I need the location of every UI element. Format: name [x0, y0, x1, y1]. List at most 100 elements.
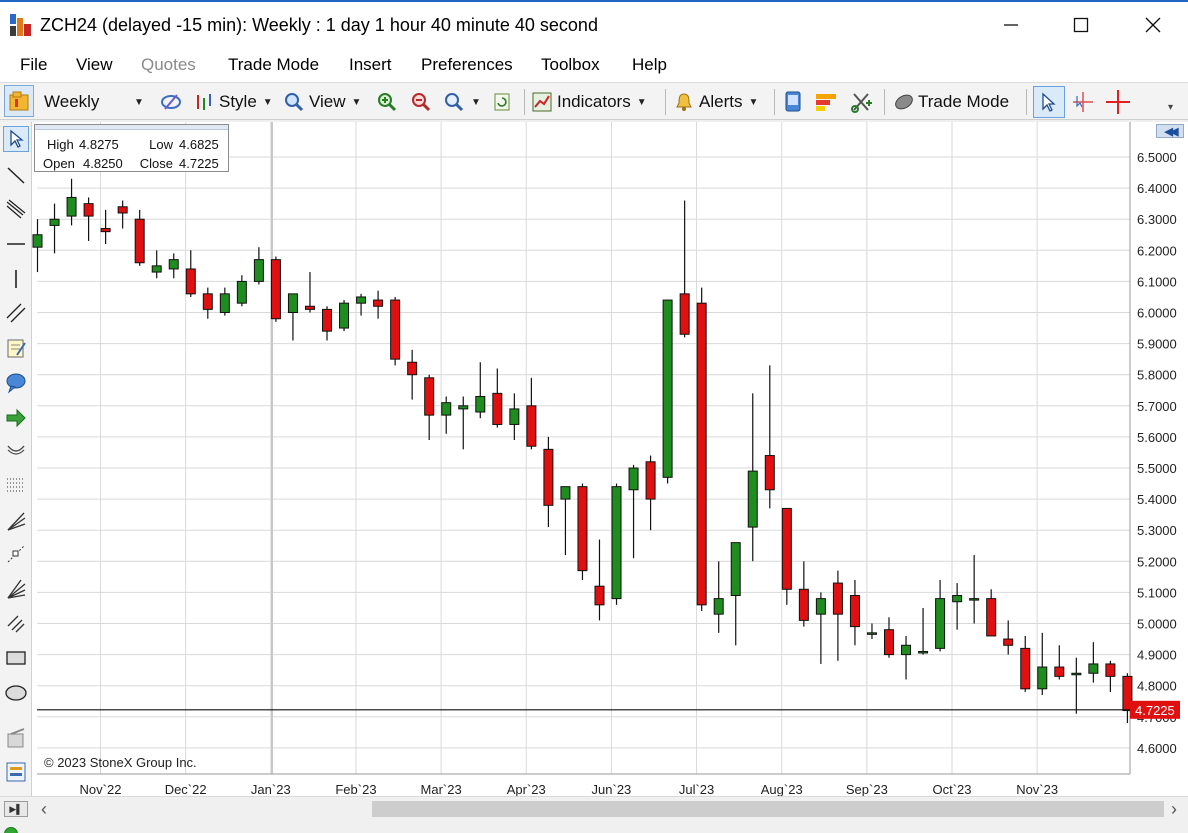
chevron-down-icon: ▼ — [262, 96, 273, 108]
candle-body — [1122, 675, 1133, 712]
arrow-right-icon — [6, 408, 26, 428]
candle-body — [798, 588, 809, 621]
crosshair-cursor-button[interactable] — [1071, 87, 1097, 117]
refresh-button[interactable] — [492, 87, 516, 117]
high-label: High — [47, 137, 74, 152]
candle-body — [339, 302, 350, 329]
trade-mode-button[interactable]: Trade Mode — [893, 87, 1009, 117]
candle-body — [764, 455, 775, 491]
style-dropdown[interactable]: Style ▼ — [194, 87, 273, 117]
arc-icon — [7, 445, 25, 455]
ohlc-row-high-low: High 4.8275 Low 4.6825 — [43, 137, 219, 152]
ray-tool[interactable] — [3, 610, 29, 636]
fan-tool[interactable] — [3, 508, 29, 534]
parallel-lines-icon — [6, 199, 26, 219]
select-tool[interactable] — [3, 126, 29, 152]
high-value: 4.8275 — [79, 137, 119, 152]
candle-body — [849, 595, 860, 628]
low-value: 4.6825 — [179, 137, 219, 152]
chart-type-button[interactable] — [160, 87, 184, 117]
callout-tool[interactable] — [3, 370, 29, 396]
arrow-tool[interactable] — [3, 405, 29, 431]
crosshair-cursor-icon — [1073, 92, 1093, 112]
candle-body — [679, 293, 690, 335]
horizontal-line-tool[interactable] — [3, 231, 29, 257]
candle-body — [594, 585, 605, 606]
toolbar-overflow-button[interactable]: ▾ — [1168, 97, 1182, 117]
y-tick-label: 6.1000 — [1137, 274, 1177, 289]
menu-preferences[interactable]: Preferences — [421, 55, 513, 74]
minimize-button[interactable] — [976, 2, 1046, 48]
menu-quotes[interactable]: Quotes — [141, 55, 196, 74]
zoom-dropdown[interactable]: ▼ — [443, 87, 483, 117]
scroll-right-button[interactable]: › — [1164, 797, 1184, 821]
pointer-tool-button[interactable] — [1033, 86, 1065, 118]
candle-body — [202, 293, 213, 310]
parallel-lines-tool[interactable] — [3, 196, 29, 222]
point-line-tool[interactable] — [3, 541, 29, 567]
dotted-levels-tool[interactable] — [3, 471, 29, 497]
interval-dropdown[interactable]: Weekly ▼ — [44, 87, 154, 117]
candle-body — [986, 598, 997, 637]
properties-icon — [6, 762, 26, 782]
candle-body — [832, 582, 843, 615]
menu-help[interactable]: Help — [632, 55, 667, 74]
indicators-dropdown[interactable]: Indicators ▼ — [532, 87, 647, 117]
candle-body — [611, 486, 622, 600]
scroll-mode-button[interactable]: ▶▌ — [4, 801, 28, 817]
gann-fan-tool[interactable] — [3, 576, 29, 602]
menu-toolbox[interactable]: Toolbox — [541, 55, 600, 74]
toolbar-separator — [884, 89, 885, 115]
y-tick-label: 6.4000 — [1137, 181, 1177, 196]
candle-body — [458, 405, 469, 410]
maximize-button[interactable] — [1046, 2, 1116, 48]
menu-insert[interactable]: Insert — [349, 55, 392, 74]
ohlc-data-window: High 4.8275 Low 4.6825 Open 4.8250 Close 4.722… — [34, 124, 229, 172]
ellipse-tool[interactable] — [3, 680, 29, 706]
candle-body — [424, 377, 435, 416]
view-dropdown[interactable]: View ▼ — [284, 87, 361, 117]
toolbar-separator — [1026, 89, 1027, 115]
fan-lines-icon — [7, 512, 26, 531]
trend-line-tool[interactable] — [3, 162, 29, 188]
toolbar-separator — [774, 89, 775, 115]
tools-button[interactable] — [850, 87, 876, 117]
candlestick-chart[interactable]: 6.5000 6.4000 6.3000 6.2000 6.1000 6.0000 5.90… — [32, 122, 1188, 804]
arrow-cursor-icon — [10, 129, 24, 148]
candle-body — [713, 598, 724, 615]
properties-tool[interactable] — [3, 759, 29, 785]
trade-mode-label: Trade Mode — [918, 92, 1010, 111]
note-tool[interactable] — [3, 335, 29, 361]
zoom-out-button[interactable] — [410, 87, 434, 117]
zoom-in-button[interactable] — [376, 87, 400, 117]
y-tick-label: 5.5000 — [1137, 461, 1177, 476]
candle-body — [509, 408, 520, 425]
price-chart[interactable]: 6.5000 6.4000 6.3000 6.2000 6.1000 6.0000 5.90… — [32, 122, 1188, 804]
horizontal-scrollbar[interactable]: ▶▌ ‹ › — [0, 796, 1188, 820]
vertical-line-tool[interactable] — [3, 266, 29, 292]
candle-body — [304, 305, 315, 310]
symbol-button[interactable] — [4, 85, 34, 117]
alerts-dropdown[interactable]: Alerts ▼ — [674, 87, 758, 117]
double-chevron-left-icon: ◀◀ — [1164, 125, 1179, 138]
rectangle-tool[interactable] — [3, 645, 29, 671]
close-button[interactable] — [1118, 2, 1188, 48]
collapse-panel-button[interactable]: ◀◀ — [1156, 124, 1184, 138]
color-bars-button[interactable] — [815, 87, 839, 117]
menu-trade-mode[interactable]: Trade Mode — [228, 55, 320, 74]
window-title: ZCH24 (delayed -15 min): Weekly : 1 day … — [40, 15, 598, 35]
crosshair-button[interactable] — [1105, 87, 1131, 117]
chevron-down-icon: ▼ — [636, 96, 647, 108]
candle-body — [66, 196, 77, 217]
scrollbar-thumb[interactable] — [372, 801, 1164, 817]
channel-tool[interactable] — [3, 300, 29, 326]
ohlc-row-open-close: Open 4.8250 Close 4.7225 — [43, 156, 219, 171]
quote-board-button[interactable] — [783, 87, 807, 117]
chart-settings-tool[interactable] — [3, 725, 29, 751]
y-tick-label: 6.3000 — [1137, 212, 1177, 227]
arc-tool[interactable] — [3, 436, 29, 462]
menu-view[interactable]: View — [76, 55, 113, 74]
menu-file[interactable]: File — [20, 55, 48, 74]
scroll-left-button[interactable]: ‹ — [34, 797, 54, 821]
y-tick-label: 6.5000 — [1137, 150, 1177, 165]
